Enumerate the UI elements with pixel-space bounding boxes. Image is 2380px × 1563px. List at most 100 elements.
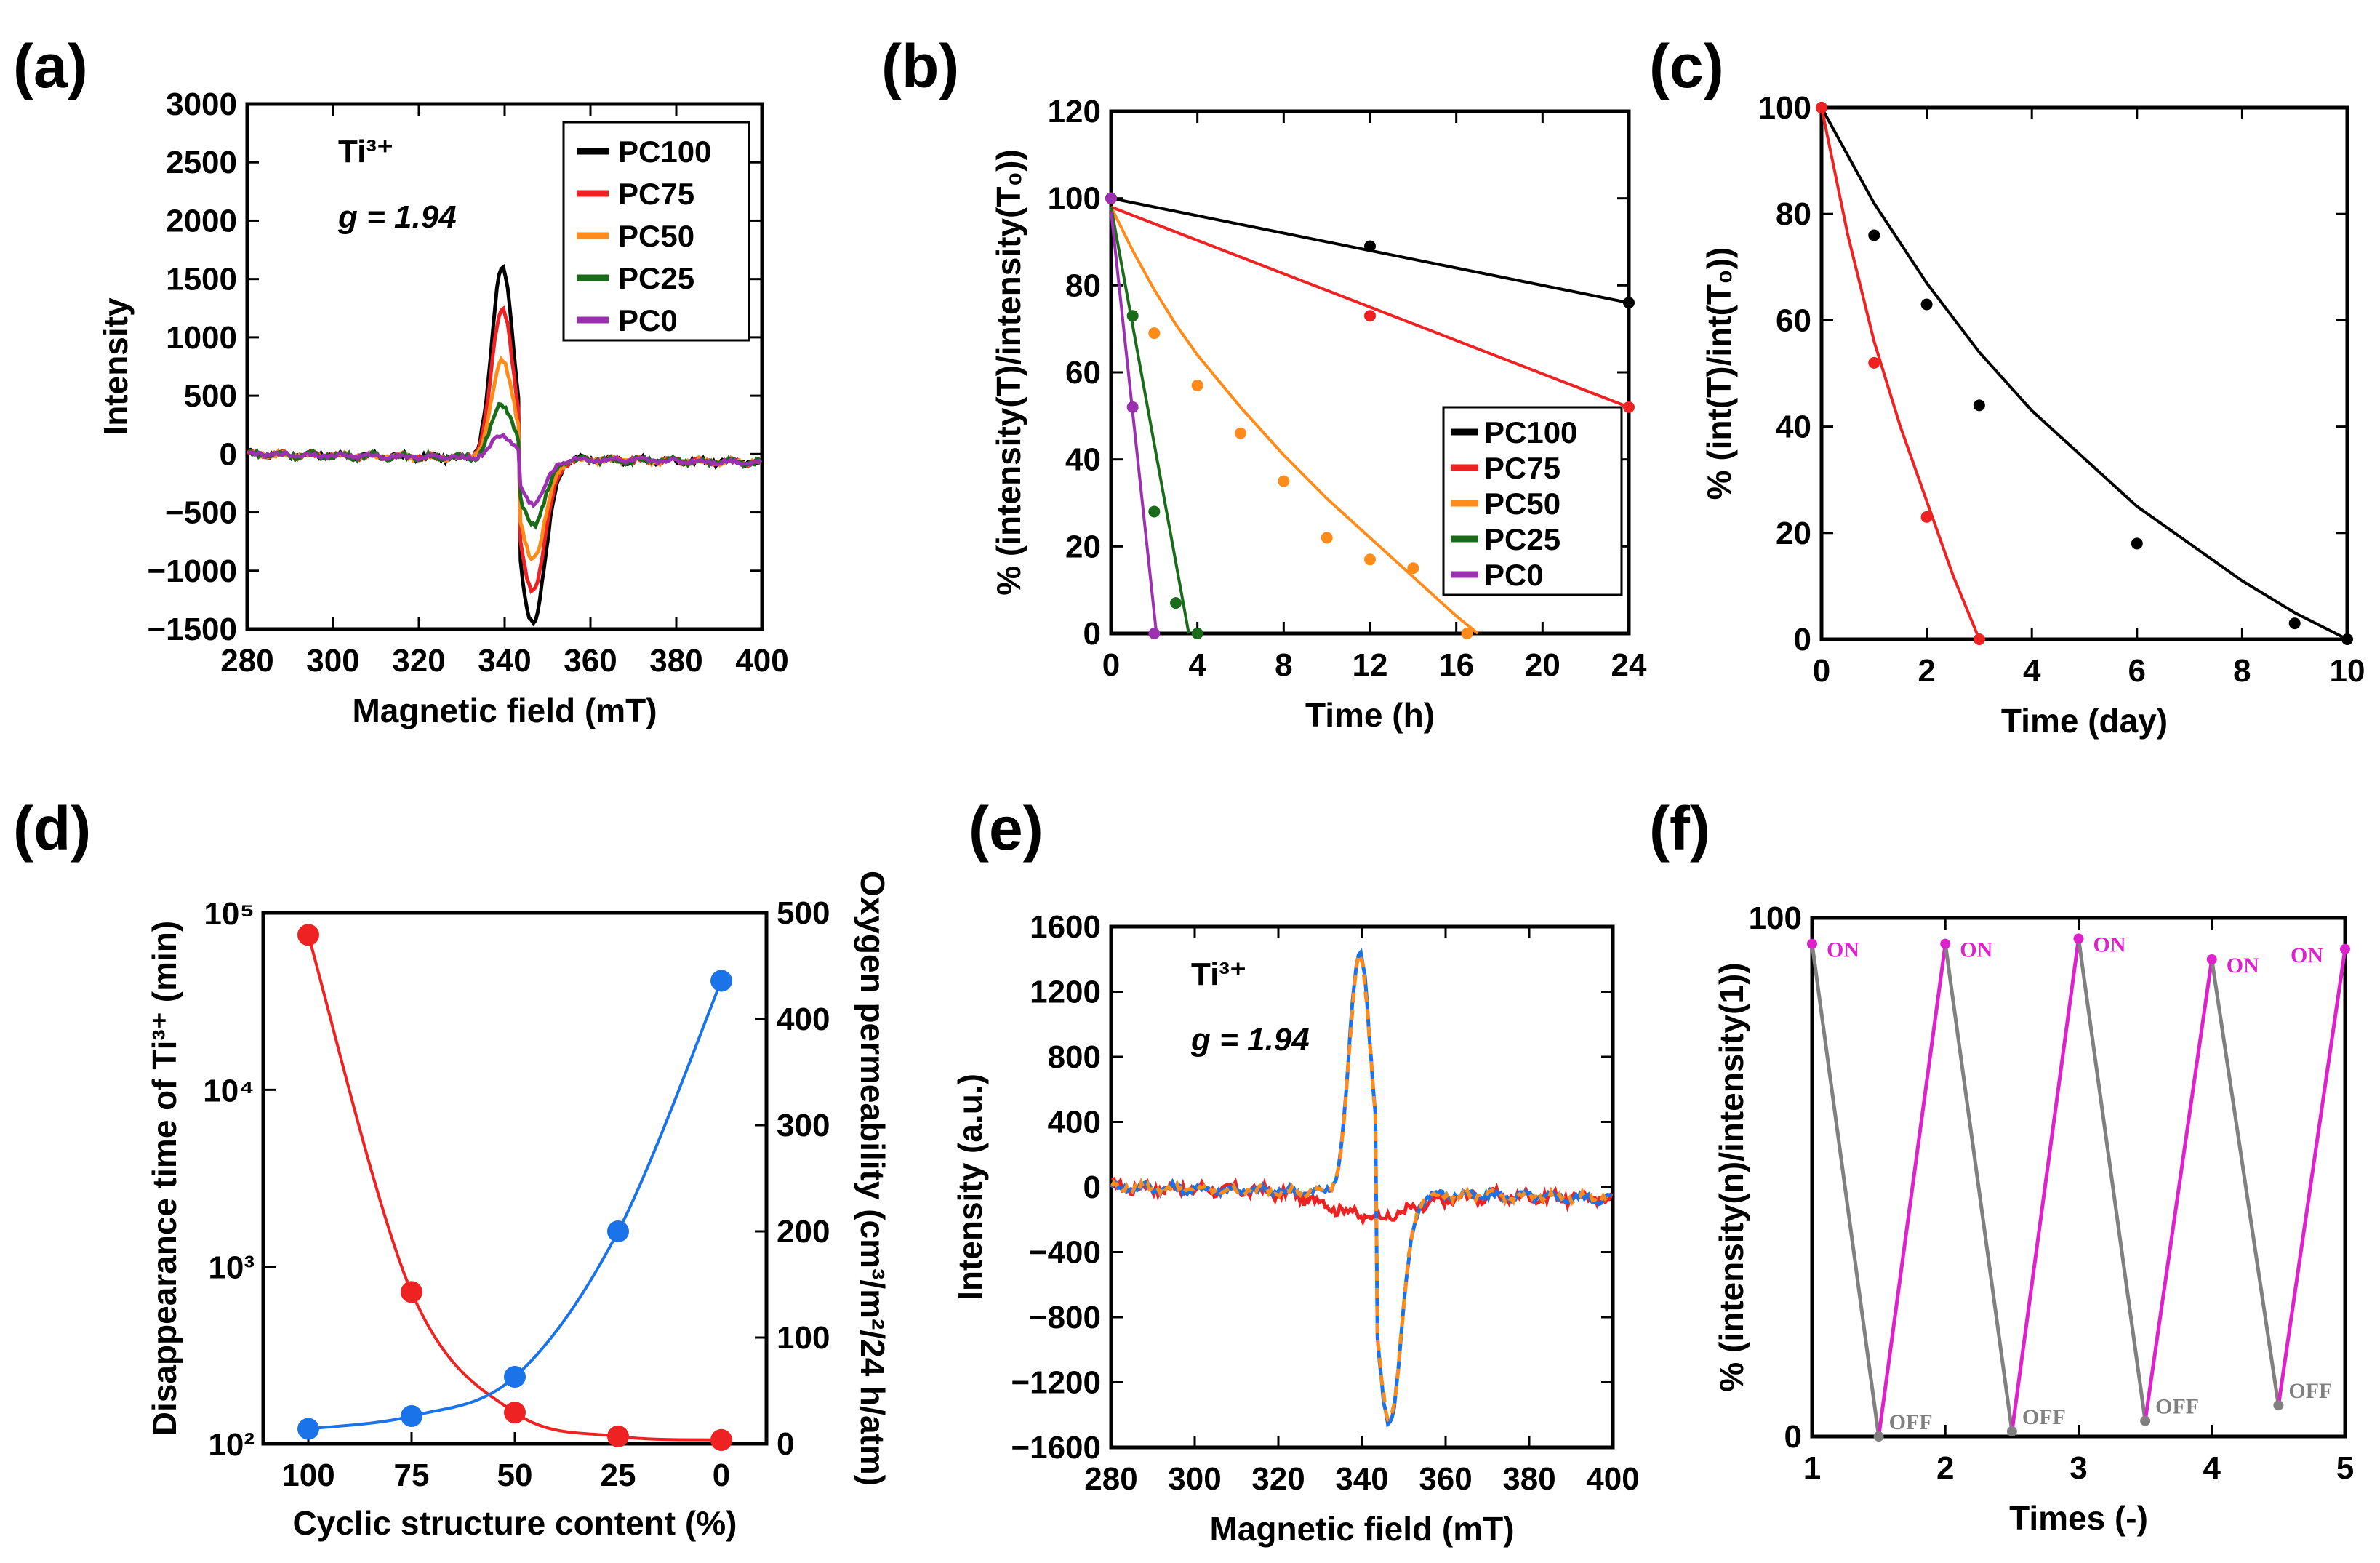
x-tick-label: 4 [2203, 1450, 2221, 1486]
y-tick-label: −800 [1029, 1300, 1101, 1335]
legend-label: PC0 [1484, 558, 1544, 592]
g-value-annotation: g = 1.94 [1190, 1022, 1310, 1058]
x-tick-label: 12 [1353, 647, 1388, 683]
off-label: OFF [2155, 1395, 2199, 1419]
data-point [1364, 310, 1376, 322]
y-right-tick-label: 500 [777, 895, 830, 931]
data-point [1973, 633, 1985, 645]
data-point [607, 1220, 629, 1242]
x-tick-label: 5 [2336, 1450, 2354, 1486]
y-axis-label: % (intensity(T)/intensity(T₀)) [990, 149, 1027, 596]
panel-label: (b) [881, 32, 959, 100]
data-point [1868, 356, 1880, 369]
on-label: ON [2227, 954, 2259, 978]
x-tick-label: 400 [1586, 1461, 1639, 1497]
x-tick-label: 16 [1438, 647, 1474, 683]
y-tick-label: 3000 [166, 87, 237, 122]
y-tick-label: 0 [1083, 1170, 1101, 1205]
x-tick-label: 360 [1419, 1461, 1472, 1497]
fit-line-pc75 [1110, 205, 1630, 409]
y-tick-label: 1500 [166, 262, 237, 297]
y-tick-label: 60 [1065, 355, 1101, 391]
data-point [1623, 297, 1635, 309]
plot-frame [1810, 916, 2347, 1439]
data-point [1321, 532, 1333, 544]
y-tick-label: 2000 [166, 203, 237, 239]
on-point [1807, 938, 1817, 949]
data-point [1816, 102, 1827, 113]
legend-label: PC50 [618, 219, 694, 253]
y-tick-label: −400 [1029, 1235, 1101, 1271]
on-segment [1877, 943, 1947, 1437]
spectrum-orange-dashed [1110, 948, 1613, 1423]
data-point [1461, 628, 1473, 639]
spectrum-pc75 [247, 305, 761, 594]
panel-label: (d) [13, 794, 91, 863]
series-line-right [308, 980, 723, 1431]
fit-line-pc0 [1110, 211, 1158, 634]
on-point [1940, 938, 1951, 949]
x-tick-label: 280 [1084, 1461, 1137, 1497]
x-tick-label: 0 [1813, 653, 1830, 689]
series-line-left [307, 934, 722, 1442]
y-tick-label: 800 [1048, 1039, 1101, 1075]
off-segment [2210, 959, 2280, 1406]
x-tick-label: 300 [306, 643, 359, 679]
y-tick-label: 0 [1083, 616, 1101, 652]
spectrum-pc25 [247, 401, 763, 530]
data-point [1364, 240, 1376, 252]
on-label: ON [1960, 938, 1992, 962]
y-tick-label: −1500 [147, 612, 237, 647]
y-right-tick-label: 0 [777, 1426, 794, 1462]
panel-label: (e) [969, 794, 1043, 863]
off-point [2140, 1415, 2151, 1426]
x-tick-label: 2 [1936, 1450, 1954, 1486]
x-tick-label: 3 [2070, 1450, 2087, 1486]
y-right-axis-label: Oxygen permeability (cm³/m²/24 h/atm) [854, 871, 892, 1486]
x-tick-label: 100 [281, 1458, 334, 1493]
data-point [2131, 537, 2143, 550]
x-tick-label: 280 [220, 643, 273, 679]
y-tick-label: 1600 [1030, 909, 1101, 945]
fit-line-pc50 [1110, 206, 1479, 635]
x-tick-label: 4 [2023, 653, 2041, 689]
data-point [1623, 401, 1635, 413]
x-axis-label: Cyclic structure content (%) [293, 1504, 737, 1542]
x-axis-label: Magnetic field (mT) [1209, 1510, 1514, 1548]
y-tick-label: 20 [1776, 516, 1811, 551]
species-annotation: Ti³⁺ [1191, 956, 1246, 992]
panel-f: (f) 1 2 3 4 5 0 100 Times (-) % (intensity(n)/int… [1649, 794, 2354, 1537]
data-point [1170, 597, 1182, 609]
y-tick-label: 0 [1794, 622, 1811, 657]
data-point [504, 1402, 526, 1424]
panel-a: (a) 280 300 320 340 360 380 400 −1500 −1000 −500 0 5… [13, 32, 789, 729]
plot-frame [1109, 924, 1615, 1450]
y-left-tick-label: 10² [208, 1427, 255, 1463]
panel-d: (d) 100 75 50 25 0 10² 10³ 10⁴ 10⁵ 0 100 200 300 400 50… [13, 794, 892, 1542]
x-tick-label: 0 [713, 1458, 730, 1493]
legend-label: PC75 [1484, 451, 1560, 485]
panel-label: (f) [1649, 794, 1710, 863]
on-point [2073, 933, 2084, 944]
y-tick-label: 80 [1065, 268, 1101, 303]
spectrum-pc0 [247, 432, 762, 508]
off-label: OFF [1889, 1410, 1933, 1434]
data-point [401, 1281, 422, 1303]
data-point [297, 1418, 319, 1440]
data-point [504, 1366, 526, 1388]
data-point [1868, 229, 1880, 241]
g-value-annotation: g = 1.94 [337, 199, 457, 235]
y-left-tick-label: 10⁵ [204, 896, 255, 932]
on-segment [2010, 938, 2080, 1432]
y-tick-label: 0 [1784, 1419, 1802, 1455]
x-tick-label: 50 [497, 1458, 533, 1493]
y-axis-label: Intensity (a.u.) [951, 1074, 989, 1300]
data-point [1191, 379, 1203, 391]
x-tick-label: 400 [735, 643, 788, 679]
on-label: ON [2291, 943, 2323, 967]
y-left-tick-label: 10³ [208, 1250, 255, 1286]
legend-label: PC100 [1484, 415, 1577, 449]
off-point [2006, 1426, 2017, 1436]
data-point [1148, 505, 1161, 518]
